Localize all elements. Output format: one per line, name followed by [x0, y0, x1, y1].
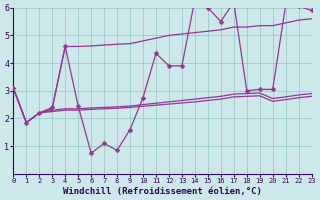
- X-axis label: Windchill (Refroidissement éolien,°C): Windchill (Refroidissement éolien,°C): [63, 187, 262, 196]
